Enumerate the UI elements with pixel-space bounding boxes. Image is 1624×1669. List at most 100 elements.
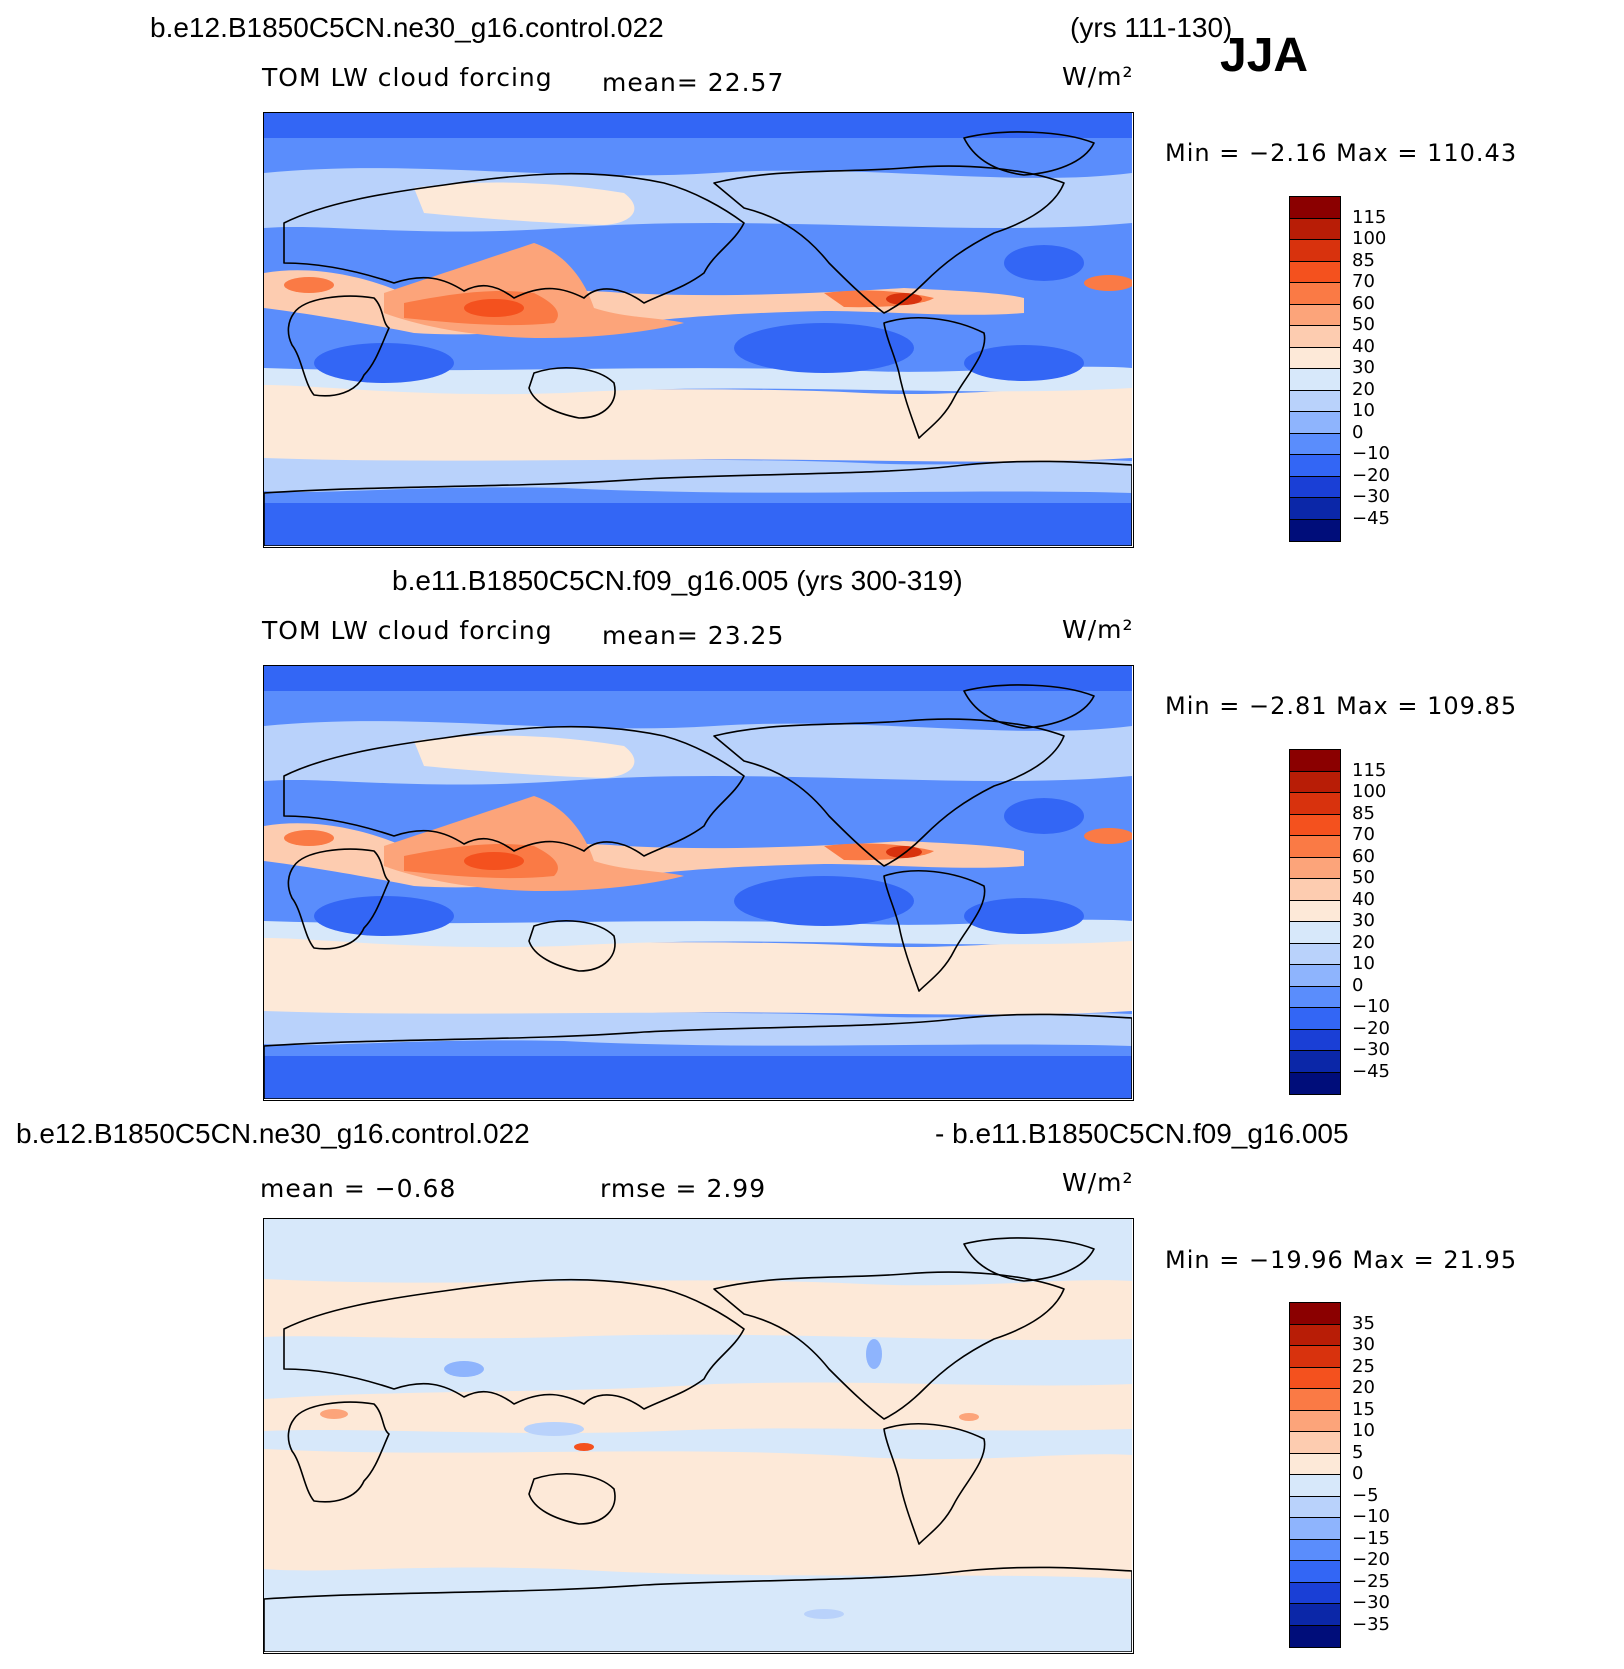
colorbar-label: 0 (1352, 421, 1364, 443)
colorbar-box (1290, 412, 1340, 434)
colorbar-label: −45 (1352, 1060, 1390, 1082)
panel2-colorbar (1289, 749, 1341, 1095)
panel3-minmax: Min = −19.96 Max = 21.95 (1165, 1246, 1518, 1274)
colorbar-label: 30 (1352, 357, 1375, 378)
colorbar-box (1290, 390, 1340, 412)
colorbar-label: −30 (1352, 486, 1390, 507)
panel2-map (263, 665, 1134, 1101)
colorbar-box (1290, 1496, 1340, 1518)
colorbar-box (1290, 1324, 1340, 1346)
colorbar-box (1290, 965, 1340, 987)
colorbar-label: 85 (1352, 802, 1375, 824)
colorbar-label: 25 (1352, 1355, 1375, 1377)
colorbar-box (1290, 1604, 1340, 1626)
season-label: JJA (1220, 29, 1309, 82)
panel3-map (263, 1218, 1134, 1654)
panel3-units: W/m² (1062, 1168, 1134, 1197)
panel1-units: W/m² (1062, 62, 1134, 91)
colorbar-box (1290, 1518, 1340, 1540)
colorbar-label: −10 (1352, 1506, 1390, 1527)
colorbar-box (1290, 1303, 1340, 1325)
colorbar-box (1290, 986, 1340, 1008)
colorbar-label: 60 (1352, 292, 1375, 314)
panel2-variable: TOM LW cloud forcing (262, 616, 553, 645)
colorbar-box (1290, 283, 1340, 305)
panel3-mean: mean = −0.68 (260, 1174, 457, 1203)
colorbar-label: −20 (1352, 1017, 1390, 1039)
colorbar-box (1290, 1008, 1340, 1030)
colorbar-box (1290, 771, 1340, 793)
colorbar-box (1290, 455, 1340, 477)
colorbar-box (1290, 922, 1340, 944)
colorbar-label: 10 (1352, 953, 1375, 974)
colorbar-label: 40 (1352, 888, 1375, 910)
colorbar-label: −30 (1352, 1592, 1390, 1613)
colorbar-label: 35 (1352, 1312, 1375, 1334)
colorbar-box (1290, 1367, 1340, 1389)
colorbar-box (1290, 1051, 1340, 1073)
colorbar-label: 5 (1352, 1441, 1364, 1463)
colorbar-label: 10 (1352, 1420, 1375, 1441)
colorbar-box (1290, 879, 1340, 901)
colorbar-box (1290, 347, 1340, 369)
colorbar-box (1290, 1029, 1340, 1051)
colorbar-label: −10 (1352, 996, 1390, 1017)
colorbar-box (1290, 814, 1340, 836)
panel2-minmax: Min = −2.81 Max = 109.85 (1165, 692, 1518, 720)
colorbar-box (1290, 1561, 1340, 1583)
colorbar-label: 10 (1352, 400, 1375, 421)
colorbar-label: −45 (1352, 507, 1390, 529)
panel2-mean: mean= 23.25 (602, 621, 785, 650)
colorbar-box (1290, 218, 1340, 240)
colorbar-box (1290, 943, 1340, 965)
colorbar-box (1290, 261, 1340, 283)
colorbar-label: 30 (1352, 1334, 1375, 1355)
panel3-case-title: b.e12.B1850C5CN.ne30_g16.control.022 (16, 1118, 530, 1149)
colorbar-label: 20 (1352, 1377, 1375, 1398)
colorbar-label: 15 (1352, 1398, 1375, 1420)
panel1-colorbar (1289, 196, 1341, 542)
colorbar-box (1290, 304, 1340, 326)
colorbar-box (1290, 1389, 1340, 1411)
panel1-minmax: Min = −2.16 Max = 110.43 (1165, 139, 1518, 167)
colorbar-box (1290, 1582, 1340, 1604)
colorbar-box (1290, 1346, 1340, 1368)
colorbar-box (1290, 519, 1340, 541)
panel1-variable: TOM LW cloud forcing (262, 63, 553, 92)
colorbar-box (1290, 240, 1340, 262)
colorbar-label: 60 (1352, 845, 1375, 867)
colorbar-box (1290, 197, 1340, 219)
colorbar-label: 0 (1352, 974, 1364, 996)
colorbar-box (1290, 1432, 1340, 1454)
colorbar-label: 100 (1352, 228, 1387, 249)
colorbar-label: 40 (1352, 335, 1375, 357)
colorbar-label: 115 (1352, 206, 1387, 228)
panel1-years: (yrs 111-130) (1070, 12, 1233, 43)
colorbar-box (1290, 793, 1340, 815)
colorbar-label: −15 (1352, 1527, 1390, 1549)
panel2-units: W/m² (1062, 615, 1134, 644)
colorbar-box (1290, 433, 1340, 455)
colorbar-box (1290, 1539, 1340, 1561)
colorbar-box (1290, 369, 1340, 391)
panel1-case-title: b.e12.B1850C5CN.ne30_g16.control.022 (150, 12, 664, 43)
colorbar-box (1290, 857, 1340, 879)
colorbar-label: 70 (1352, 824, 1375, 845)
colorbar-box (1290, 1072, 1340, 1094)
colorbar-box (1290, 750, 1340, 772)
colorbar-box (1290, 1410, 1340, 1432)
colorbar-label: −20 (1352, 1549, 1390, 1570)
panel1-mean: mean= 22.57 (602, 68, 785, 97)
colorbar-label: −5 (1352, 1484, 1379, 1506)
colorbar-label: −10 (1352, 443, 1390, 464)
colorbar-label: 85 (1352, 249, 1375, 271)
colorbar-label: 30 (1352, 910, 1375, 931)
colorbar-label: −30 (1352, 1039, 1390, 1060)
colorbar-box (1290, 498, 1340, 520)
colorbar-label: −25 (1352, 1570, 1390, 1592)
panel2-case-title: b.e11.B1850C5CN.f09_g16.005 (yrs 300-319… (392, 565, 963, 596)
panel3-rmse: rmse = 2.99 (600, 1174, 767, 1203)
colorbar-label: −20 (1352, 464, 1390, 486)
colorbar-label: 115 (1352, 759, 1387, 781)
colorbar-label: 70 (1352, 271, 1375, 292)
